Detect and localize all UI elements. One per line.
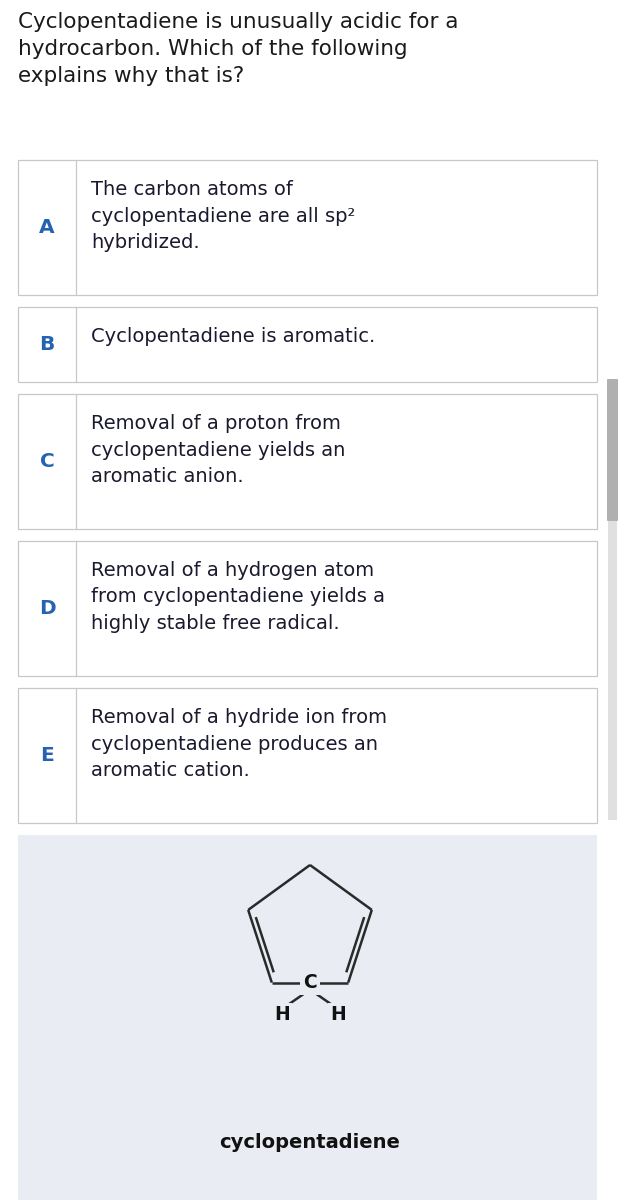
FancyBboxPatch shape — [18, 160, 597, 295]
FancyBboxPatch shape — [607, 379, 618, 521]
Text: C: C — [303, 973, 317, 992]
Text: E: E — [40, 746, 54, 766]
Text: Removal of a proton from
cyclopentadiene yields an
aromatic anion.: Removal of a proton from cyclopentadiene… — [91, 414, 346, 486]
FancyBboxPatch shape — [18, 394, 597, 529]
FancyBboxPatch shape — [18, 541, 597, 676]
FancyBboxPatch shape — [18, 835, 597, 1200]
Text: Cyclopentadiene is unusually acidic for a
hydrocarbon. Which of the following
ex: Cyclopentadiene is unusually acidic for … — [18, 12, 459, 86]
Text: Removal of a hydride ion from
cyclopentadiene produces an
aromatic cation.: Removal of a hydride ion from cyclopenta… — [91, 708, 387, 780]
FancyBboxPatch shape — [18, 307, 597, 382]
Text: cyclopentadiene: cyclopentadiene — [219, 1133, 401, 1152]
Text: Removal of a hydrogen atom
from cyclopentadiene yields a
highly stable free radi: Removal of a hydrogen atom from cyclopen… — [91, 560, 385, 634]
Text: A: A — [39, 218, 55, 236]
Text: H: H — [330, 1006, 346, 1024]
Text: B: B — [39, 335, 54, 354]
Text: C: C — [39, 452, 54, 470]
Text: H: H — [274, 1006, 290, 1024]
FancyBboxPatch shape — [608, 380, 617, 820]
Text: Cyclopentadiene is aromatic.: Cyclopentadiene is aromatic. — [91, 326, 375, 346]
FancyBboxPatch shape — [18, 688, 597, 823]
Text: The carbon atoms of
cyclopentadiene are all sp²
hybridized.: The carbon atoms of cyclopentadiene are … — [91, 180, 356, 252]
Text: D: D — [39, 599, 56, 618]
